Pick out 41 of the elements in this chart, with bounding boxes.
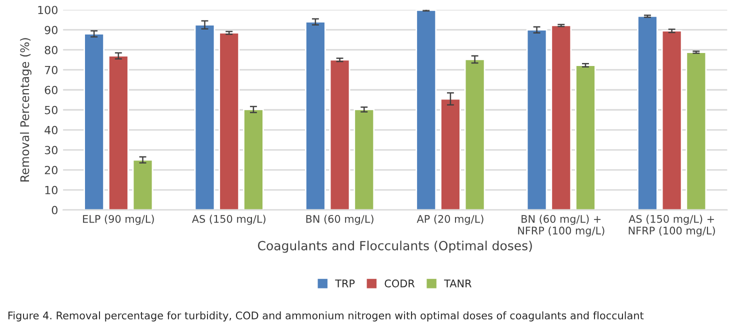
bar bbox=[416, 10, 437, 210]
bar bbox=[637, 16, 658, 210]
bar bbox=[218, 32, 240, 210]
legend-label: TRP bbox=[335, 280, 355, 288]
y-tick-label: 90 bbox=[44, 26, 58, 34]
x-tick-label: ELP (90 mg/L) bbox=[83, 214, 154, 225]
bar bbox=[440, 98, 461, 210]
y-axis-title: Removal Percentage (%) bbox=[20, 38, 32, 182]
bar bbox=[526, 29, 548, 210]
bar bbox=[84, 33, 104, 210]
y-tick-label: 20 bbox=[44, 166, 58, 174]
bar bbox=[575, 64, 596, 210]
bar bbox=[661, 30, 682, 210]
bar bbox=[354, 108, 375, 210]
bar bbox=[550, 24, 572, 210]
y-tick-label: 60 bbox=[44, 86, 58, 94]
x-tick-label: AP (20 mg/L) bbox=[416, 214, 484, 225]
bar bbox=[304, 21, 326, 210]
bar bbox=[132, 159, 154, 210]
x-axis-title: Coagulants and Flocculants (Optimal doses) bbox=[258, 240, 532, 253]
y-tick-label: 30 bbox=[44, 146, 58, 154]
bar bbox=[329, 59, 350, 210]
legend-label: TANR bbox=[444, 280, 472, 288]
x-tick-label: AS (150 mg/L) + NFRP (100 mg/L) bbox=[628, 214, 715, 237]
bar bbox=[194, 24, 216, 210]
bar bbox=[686, 52, 707, 210]
x-tick-label: AS (150 mg/L) bbox=[192, 214, 266, 225]
x-tick-label: BN (60 mg/L) bbox=[306, 214, 374, 225]
y-tick-label: 0 bbox=[52, 206, 58, 214]
caption: Figure 4. Removal percentage for turbidity, COD and ammonium nitrogen with optimal doses of coagulants and flocculant bbox=[8, 311, 644, 322]
bar bbox=[243, 108, 264, 210]
legend-label: CODR bbox=[384, 280, 415, 288]
bar bbox=[108, 55, 129, 210]
y-tick-label: 80 bbox=[44, 46, 58, 54]
y-tick-label: 50 bbox=[44, 106, 58, 114]
bar bbox=[464, 58, 486, 210]
y-tick-label: 70 bbox=[44, 66, 58, 74]
y-tick-label: 10 bbox=[45, 186, 58, 194]
y-tick-label: 40 bbox=[44, 126, 58, 134]
y-tick-label: 100 bbox=[38, 6, 58, 14]
x-tick-label: BN (60 mg/L) + NFRP (100 mg/L) bbox=[518, 214, 604, 237]
